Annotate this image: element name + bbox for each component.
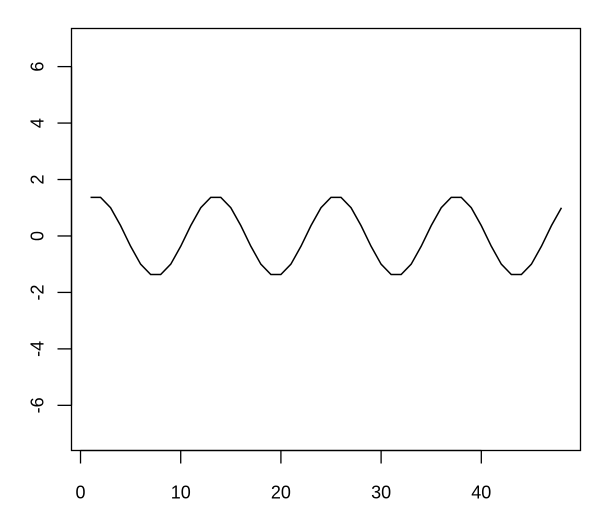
y-tick-label: 6 (28, 62, 48, 72)
y-tick-label: -4 (28, 341, 48, 357)
y-tick-label: -2 (28, 284, 48, 300)
y-tick-label: 2 (28, 175, 48, 185)
y-axis: -6 -4 -2 0 2 4 6 (28, 62, 73, 413)
series-line (90, 196, 563, 276)
x-tick-label: 30 (371, 483, 391, 503)
y-tick-label: 4 (28, 118, 48, 128)
x-tick-label: 40 (471, 483, 491, 503)
y-tick-label: -6 (28, 397, 48, 413)
plot-box (70, 27, 582, 452)
y-tick-label: 0 (28, 231, 48, 241)
x-tick-label: 20 (271, 483, 291, 503)
x-tick-label: 10 (171, 483, 191, 503)
x-axis: 0 10 20 30 40 (76, 449, 491, 503)
x-tick-label: 0 (76, 483, 86, 503)
